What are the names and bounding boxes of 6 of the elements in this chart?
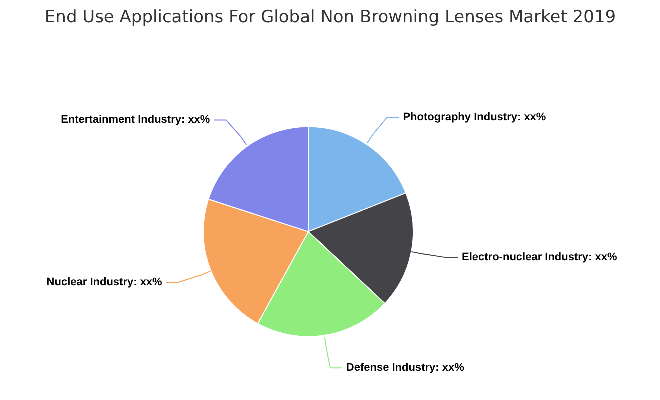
chart-title: End Use Applications For Global Non Browning Lenses Market 2019	[44, 8, 616, 28]
slice-label: Electro-nuclear Industry: xx%	[462, 252, 618, 264]
slice-label: Entertainment Industry: xx%	[61, 114, 210, 126]
slice-label: Nuclear Industry: xx%	[46, 276, 163, 289]
slice-label: Photography Industry: xx%	[403, 112, 546, 124]
slice-label: Defense Industry: xx%	[346, 362, 465, 374]
